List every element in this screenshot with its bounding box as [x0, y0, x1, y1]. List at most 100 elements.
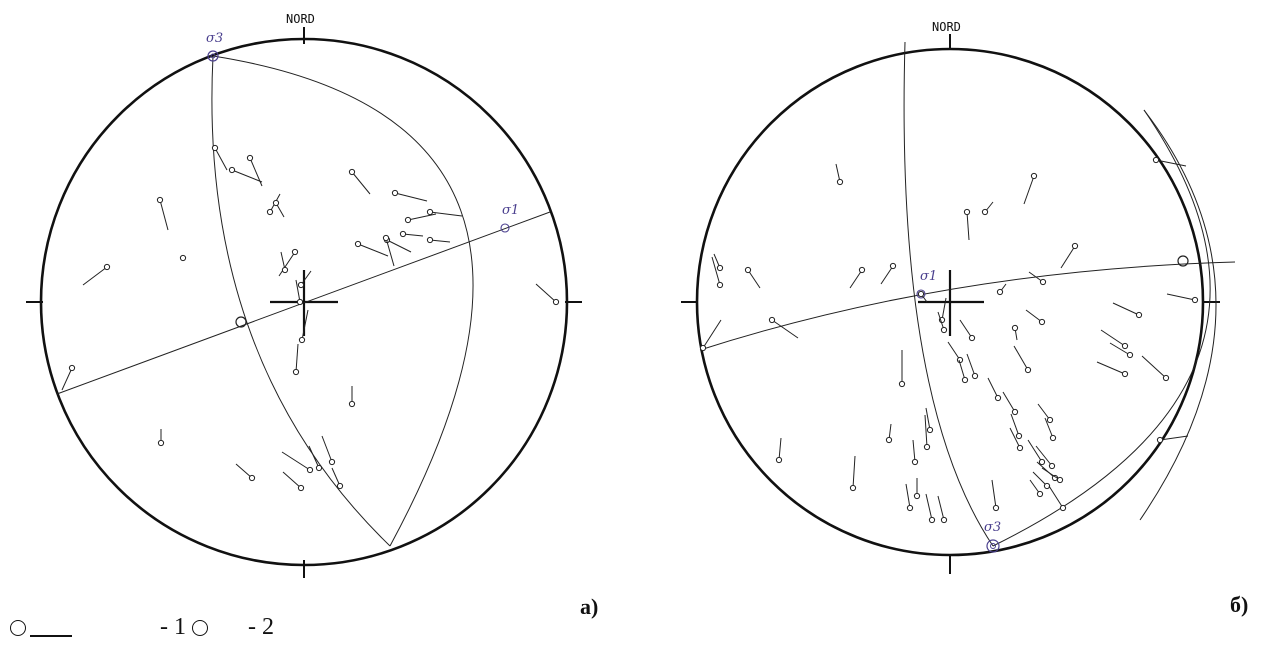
- observation-point: [906, 504, 914, 512]
- slip-vector-line: [905, 483, 911, 509]
- legend-item-1-text: - 1: [160, 614, 186, 640]
- observation-point: [297, 484, 305, 492]
- slip-vector-line: [1009, 427, 1021, 449]
- observation-point: [1038, 458, 1046, 466]
- observation-point: [399, 230, 407, 238]
- observation-point: [996, 288, 1004, 296]
- slip-vector-line: [747, 269, 761, 289]
- observation-point: [391, 189, 399, 197]
- observation-point: [1039, 278, 1047, 286]
- slip-vector-line: [1096, 361, 1126, 375]
- observation-point: [744, 266, 752, 274]
- observation-point: [1156, 436, 1164, 444]
- observation-point: [971, 372, 979, 380]
- observation-point: [297, 281, 305, 289]
- slip-vector-line: [231, 169, 263, 183]
- slip-vector-line: [281, 451, 311, 471]
- observation-point: [1126, 351, 1134, 359]
- slip-vector-line: [295, 279, 301, 303]
- observation-point: [775, 456, 783, 464]
- observation-point: [296, 298, 304, 306]
- slip-vector-line: [331, 467, 341, 487]
- observation-point: [306, 466, 314, 474]
- slip-vector-line: [771, 319, 799, 339]
- slip-vector-line: [958, 359, 966, 381]
- observation-point: [768, 316, 776, 324]
- slip-vector-line: [1035, 445, 1053, 467]
- slip-vector-line: [1044, 417, 1054, 439]
- slip-vector-line: [778, 437, 782, 461]
- slip-vector-line: [711, 256, 721, 286]
- observation-point: [348, 168, 356, 176]
- slip-vector-line: [385, 237, 395, 267]
- sigma3-label-b: σ3: [984, 520, 1001, 535]
- slip-vector-line: [82, 266, 108, 286]
- observation-point: [994, 394, 1002, 402]
- observation-point: [928, 516, 936, 524]
- sigma3-marker-b: [986, 539, 1000, 553]
- sigma1-marker-b: [916, 289, 926, 299]
- slip-vector-line: [1025, 309, 1043, 323]
- observation-point: [1036, 490, 1044, 498]
- slip-vector-line: [925, 407, 931, 431]
- slip-vector-line: [351, 171, 371, 195]
- slip-vector-line: [1155, 159, 1187, 167]
- slip-vector-line: [1010, 413, 1020, 437]
- observation-point: [1048, 462, 1056, 470]
- observation-point: [961, 376, 969, 384]
- great-circle-b-2: [992, 109, 1211, 547]
- slip-vector-line: [295, 343, 299, 373]
- observation-point: [1049, 434, 1057, 442]
- observation-point: [1121, 370, 1129, 378]
- slip-vector-line: [1109, 342, 1131, 356]
- observation-point: [281, 266, 289, 274]
- legend-item-2-text: - 2: [248, 614, 274, 640]
- sigma1-marker-a: [500, 223, 510, 233]
- observation-point: [291, 248, 299, 256]
- observation-point: [981, 208, 989, 216]
- slip-vector-line: [61, 367, 73, 391]
- observation-point: [272, 199, 280, 207]
- observation-point: [885, 436, 893, 444]
- observation-point: [292, 368, 300, 376]
- sigma-plane-line-b: [699, 261, 1236, 351]
- slip-vector-line: [214, 147, 228, 171]
- observation-point: [889, 262, 897, 270]
- observation-point: [1135, 311, 1143, 319]
- observation-point: [426, 208, 434, 216]
- observation-point: [228, 166, 236, 174]
- observation-point: [699, 344, 707, 352]
- slip-vector-line: [987, 377, 999, 399]
- slip-vector-line: [235, 463, 253, 479]
- observation-point: [426, 236, 434, 244]
- observation-point: [1016, 444, 1024, 452]
- observation-point: [1162, 374, 1170, 382]
- slip-vector-line: [407, 213, 437, 221]
- observation-point: [923, 443, 931, 451]
- observation-point: [836, 178, 844, 186]
- observation-point: [858, 266, 866, 274]
- observation-point: [266, 208, 274, 216]
- slip-vector-line: [402, 233, 424, 237]
- sigma2-marker-b: [1177, 255, 1189, 267]
- slip-vector-line: [535, 283, 557, 303]
- sigma2-marker-a: [235, 316, 247, 328]
- observation-point: [246, 154, 254, 162]
- observation-point: [211, 144, 219, 152]
- slip-vector-line: [429, 211, 463, 217]
- stereonet-a: NORD σ3 σ1: [26, 12, 582, 578]
- observation-point: [1121, 342, 1129, 350]
- great-circle-b-3: [1139, 109, 1217, 521]
- sigma3-marker-a: [207, 50, 219, 62]
- slip-vector-line: [925, 493, 933, 521]
- slip-vector-line: [429, 239, 451, 243]
- observation-point: [179, 254, 187, 262]
- slip-vector-line: [357, 243, 389, 257]
- slip-vector-line: [1002, 391, 1016, 413]
- observation-point: [1011, 408, 1019, 416]
- slip-vector-line: [159, 199, 169, 231]
- observations-a: [61, 144, 560, 492]
- observation-point: [898, 380, 906, 388]
- observation-point: [1043, 482, 1051, 490]
- observation-point: [348, 400, 356, 408]
